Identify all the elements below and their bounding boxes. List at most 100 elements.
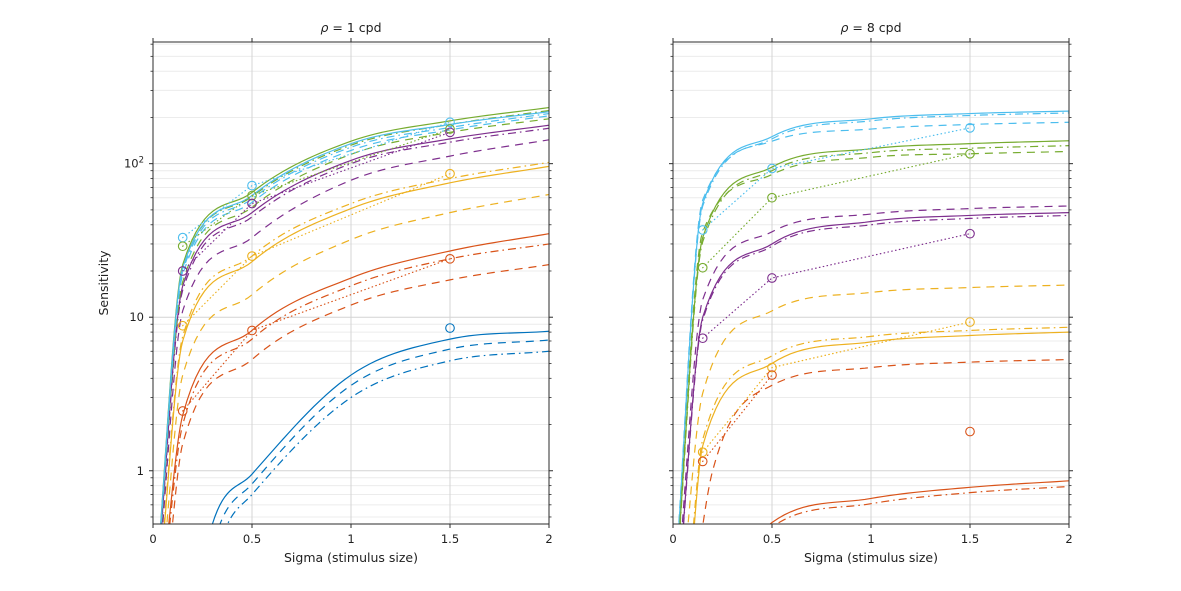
curve-left-purple-dashdot bbox=[161, 127, 549, 524]
x-tick-label: 0.5 bbox=[243, 532, 261, 546]
marker-left-yellow-data bbox=[177, 320, 188, 331]
marker-left-orange-data bbox=[247, 325, 257, 336]
marker-right-cyan-data bbox=[697, 225, 708, 235]
marker-left-green-data bbox=[445, 124, 455, 134]
marker-right-green-data bbox=[965, 148, 975, 159]
connector-right-green-data bbox=[702, 153, 971, 269]
marker-left-purple-data bbox=[445, 127, 455, 138]
curve-left-cyan-dashed bbox=[160, 115, 549, 524]
curve-right-purple-dashdot bbox=[682, 214, 1069, 524]
data-series-right bbox=[697, 123, 975, 467]
marker-right-yellow-data bbox=[965, 317, 975, 327]
marker-right-purple-data bbox=[965, 228, 975, 239]
curve-right-yellow-solid bbox=[693, 331, 1069, 524]
connector-left-cyan-data bbox=[182, 121, 451, 239]
connector-right-cyan-data bbox=[702, 127, 971, 231]
marker-right-orange-data bbox=[767, 370, 777, 380]
curve-right-cyan-solid bbox=[678, 110, 1069, 524]
x-axis-label: Sigma (stimulus size) bbox=[804, 550, 938, 565]
curve-right-green-solid bbox=[679, 140, 1069, 524]
marker-left-orange-data bbox=[177, 406, 188, 416]
x-tick-label: 0 bbox=[669, 532, 676, 546]
curve-left-yellow-dashed bbox=[166, 193, 549, 524]
connector-left-green-data bbox=[182, 128, 451, 247]
y-tick-label: 10 bbox=[129, 310, 144, 324]
x-axis-label: Sigma (stimulus size) bbox=[284, 550, 418, 565]
curve-left-yellow-solid bbox=[164, 165, 549, 524]
curve-left-purple-dashed bbox=[162, 139, 549, 524]
curve-right-orange-dashdot bbox=[775, 485, 1069, 524]
y-axis-label: Sensitivity bbox=[96, 250, 111, 316]
marker-right-green-data bbox=[767, 192, 777, 203]
panel-left: 0 0.5 1 1.5 2 1 10 102 ρ = 1 cpd Sigma (stimulus … bbox=[96, 20, 553, 565]
marker-left-purple-data bbox=[247, 198, 257, 209]
axes-left bbox=[149, 38, 553, 528]
curve-left-cyan-solid bbox=[160, 111, 549, 524]
axes-right bbox=[669, 38, 1073, 528]
marker-left-blue-data bbox=[445, 323, 455, 333]
panel-right: 0 0.5 1 1.5 2 ρ = 8 cpd Sigma (stimulus size) bbox=[669, 20, 1073, 565]
curve-left-cyan-dashdot bbox=[160, 112, 549, 524]
fit-curves-right bbox=[678, 110, 1069, 524]
curve-left-green-dashed bbox=[160, 118, 549, 524]
curve-right-green-dashdot bbox=[679, 145, 1069, 524]
marker-left-cyan-data bbox=[247, 180, 257, 191]
curve-left-blue-dashdot bbox=[226, 350, 549, 524]
curve-right-yellow-dashdot bbox=[692, 326, 1069, 524]
marker-left-cyan-data bbox=[445, 117, 455, 128]
curve-right-purple-dashed bbox=[681, 205, 1069, 524]
marker-left-yellow-data bbox=[445, 168, 455, 179]
grid-left bbox=[153, 42, 549, 524]
marker-right-yellow-data bbox=[767, 362, 777, 373]
curve-right-cyan-dashdot bbox=[678, 112, 1069, 524]
x-tick-label: 1 bbox=[867, 532, 874, 546]
connector-left-yellow-data bbox=[182, 173, 451, 327]
marker-right-orange-single-point bbox=[965, 426, 975, 437]
curve-left-green-dashdot bbox=[160, 109, 549, 524]
curve-left-yellow-dashdot bbox=[163, 161, 549, 524]
x-tick-label: 1.5 bbox=[961, 532, 979, 546]
marker-right-yellow-data bbox=[697, 447, 708, 458]
x-tick-label: 0.5 bbox=[763, 532, 781, 546]
connector-right-yellow-data bbox=[702, 321, 971, 453]
connector-left-orange-data bbox=[182, 258, 451, 412]
curve-left-orange-solid bbox=[168, 233, 549, 524]
x-tick-label: 1.5 bbox=[441, 532, 459, 546]
curve-right-purple-solid bbox=[682, 212, 1069, 524]
marker-right-cyan-data bbox=[965, 123, 975, 133]
marker-right-orange-data bbox=[697, 456, 708, 467]
marker-left-purple-data bbox=[177, 266, 188, 276]
x-tick-label: 2 bbox=[1065, 532, 1072, 546]
y-tick-label: 102 bbox=[124, 156, 144, 171]
curve-right-cyan-dashed bbox=[678, 121, 1069, 524]
marker-right-green-data bbox=[697, 262, 708, 273]
x-tick-label: 0 bbox=[149, 532, 156, 546]
marker-left-green-data bbox=[247, 190, 257, 201]
marker-right-purple-data bbox=[697, 333, 708, 344]
connector-left-purple-data bbox=[182, 131, 451, 272]
connector-right-orange-data bbox=[702, 374, 773, 463]
curve-left-blue-dashed bbox=[219, 339, 549, 524]
plot-title-left: ρ = 1 cpd bbox=[320, 20, 381, 35]
y-tick-label: 1 bbox=[137, 464, 144, 478]
marker-left-green-data bbox=[177, 241, 188, 252]
data-series-left bbox=[177, 117, 455, 416]
curve-left-blue-solid bbox=[211, 330, 549, 524]
marker-right-cyan-data bbox=[767, 163, 777, 174]
connector-right-purple-data bbox=[702, 233, 971, 339]
curve-right-orange-solid bbox=[769, 480, 1069, 524]
curve-right-orange-dashed bbox=[702, 358, 1069, 524]
curve-left-orange-dashed bbox=[171, 264, 549, 524]
marker-left-orange-data bbox=[445, 253, 455, 264]
x-tick-label: 2 bbox=[545, 532, 552, 546]
fit-curves-left bbox=[160, 106, 549, 524]
marker-left-yellow-data bbox=[247, 251, 257, 261]
curve-right-yellow-dashed bbox=[687, 284, 1069, 524]
curve-left-orange-dashdot bbox=[169, 243, 549, 524]
marker-right-purple-data bbox=[767, 273, 777, 283]
x-tick-label: 1 bbox=[347, 532, 354, 546]
curve-right-green-dashed bbox=[679, 150, 1069, 524]
plot-title-right: ρ = 8 cpd bbox=[840, 20, 901, 35]
